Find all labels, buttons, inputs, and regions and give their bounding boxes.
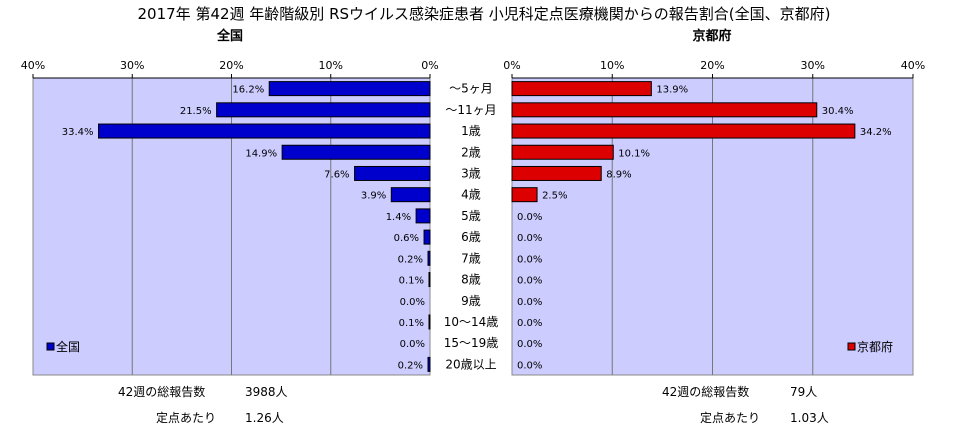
kyoto-data-label: 0.0% — [517, 254, 542, 265]
chart-title: 2017年 第42週 年齢階級別 RSウイルス感染症患者 小児科定点医療機関から… — [138, 5, 831, 23]
national-bar — [428, 272, 431, 288]
kyoto-legend-swatch — [847, 342, 856, 351]
kyoto-tick-label: 10% — [600, 59, 624, 72]
national-data-label: 21.5% — [180, 106, 212, 117]
national-bar — [427, 250, 431, 266]
national-tick-label: 20% — [219, 59, 243, 72]
kyoto-per-value: 1.03人 — [790, 411, 829, 425]
national-footer: 42週の総報告数 3988人 定点あたり 1.26人 — [118, 384, 288, 425]
age-category-label: 7歳 — [461, 251, 481, 265]
national-tick-label: 40% — [21, 59, 45, 72]
kyoto-tick-label: 20% — [700, 59, 724, 72]
kyoto-tick-label: 40% — [901, 59, 925, 72]
age-category-label: 4歳 — [461, 188, 481, 202]
age-category-label: 2歳 — [461, 145, 481, 159]
national-data-label: 0.0% — [400, 339, 425, 350]
kyoto-data-label: 0.0% — [517, 276, 542, 287]
kyoto-panel-title: 京都府 — [692, 28, 731, 44]
kyoto-bar — [511, 123, 856, 139]
national-data-label: 16.2% — [232, 85, 264, 96]
kyoto-data-label: 34.2% — [860, 127, 892, 138]
national-bar — [281, 144, 431, 160]
kyoto-bar — [511, 102, 818, 118]
kyoto-data-label: 0.0% — [517, 339, 542, 350]
kyoto-legend: 京都府 — [847, 339, 893, 354]
national-bar — [423, 229, 431, 245]
kyoto-footer: 42週の総報告数 79人 定点あたり 1.03人 — [662, 384, 829, 425]
national-bar — [216, 102, 431, 118]
kyoto-data-label: 0.0% — [517, 297, 542, 308]
national-bar — [390, 187, 431, 203]
national-bar — [268, 81, 431, 97]
kyoto-data-label: 0.0% — [517, 360, 542, 371]
national-data-label: 0.1% — [399, 276, 424, 287]
age-category-label: 5歳 — [461, 209, 481, 223]
national-bar — [415, 208, 431, 224]
age-category-label: 3歳 — [461, 166, 481, 180]
kyoto-data-label: 2.5% — [542, 191, 567, 202]
national-per-label: 定点あたり — [156, 410, 216, 425]
age-category-label: 10～14歳 — [444, 315, 499, 329]
national-panel-title: 全国 — [216, 28, 243, 44]
kyoto-bar — [511, 81, 652, 97]
national-tick-label: 0% — [421, 59, 438, 72]
national-tick-label: 10% — [319, 59, 343, 72]
national-data-label: 14.9% — [245, 148, 277, 159]
kyoto-per-label: 定点あたり — [700, 410, 760, 425]
national-bar — [98, 123, 431, 139]
age-category-label: 20歳以上 — [445, 357, 496, 371]
age-category-label: 1歳 — [461, 124, 481, 138]
kyoto-tick-label: 0% — [503, 59, 520, 72]
national-total-value: 3988人 — [245, 385, 288, 399]
national-data-label: 1.4% — [386, 212, 411, 223]
kyoto-chart-panel: 0% 10% 20% 30% 40% 13.9% 30.4% 34.2% 10.1% 8.9% 2.… — [503, 59, 925, 376]
kyoto-total-label: 42週の総報告数 — [662, 384, 749, 399]
national-data-label: 0.0% — [400, 297, 425, 308]
age-category-label: ～11ヶ月 — [445, 103, 496, 117]
national-chart-panel: 40% 30% 20% 10% 0% 16.2% 21.5% 33.4% 14.9% 7.6% 3.… — [21, 59, 439, 376]
national-bar — [427, 356, 431, 372]
kyoto-data-label: 10.1% — [618, 148, 650, 159]
age-category-label: ～5ヶ月 — [449, 82, 493, 96]
kyoto-data-label: 13.9% — [656, 85, 688, 96]
kyoto-total-value: 79人 — [790, 385, 817, 399]
kyoto-bar — [511, 187, 538, 203]
national-data-label: 3.9% — [361, 191, 386, 202]
age-category-label: 6歳 — [461, 230, 481, 244]
national-legend: 全国 — [46, 339, 80, 354]
national-tick-label: 30% — [120, 59, 144, 72]
kyoto-data-label: 0.0% — [517, 318, 542, 329]
national-per-value: 1.26人 — [245, 411, 284, 425]
national-bar — [428, 314, 431, 330]
kyoto-data-label: 8.9% — [606, 169, 631, 180]
age-category-labels: ～5ヶ月 ～11ヶ月 1歳 2歳 3歳 4歳 5歳 6歳 7歳 8歳 9歳 10～14歳 15～19歳 2… — [444, 82, 499, 372]
kyoto-data-label: 30.4% — [822, 106, 854, 117]
national-data-label: 0.1% — [399, 318, 424, 329]
age-category-label: 15～19歳 — [444, 336, 499, 350]
national-data-label: 0.6% — [394, 233, 419, 244]
national-data-label: 7.6% — [324, 169, 349, 180]
kyoto-legend-label: 京都府 — [857, 339, 893, 354]
age-category-label: 8歳 — [461, 273, 481, 287]
kyoto-tick-label: 30% — [801, 59, 825, 72]
age-category-label: 9歳 — [461, 294, 481, 308]
national-total-label: 42週の総報告数 — [118, 384, 205, 399]
kyoto-data-label: 0.0% — [517, 212, 542, 223]
kyoto-bar — [511, 144, 614, 160]
national-data-label: 33.4% — [62, 127, 94, 138]
national-legend-label: 全国 — [56, 339, 80, 354]
kyoto-data-label: 0.0% — [517, 233, 542, 244]
national-bar — [354, 165, 431, 181]
national-data-label: 0.2% — [398, 254, 423, 265]
national-legend-swatch — [46, 342, 55, 351]
kyoto-bar — [511, 165, 602, 181]
national-data-label: 0.2% — [398, 360, 423, 371]
